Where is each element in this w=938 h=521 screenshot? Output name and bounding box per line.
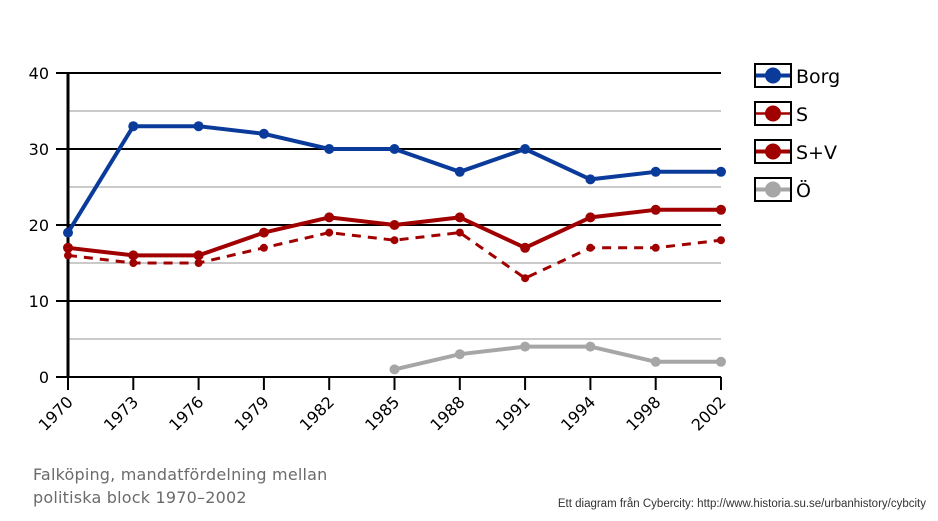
credit-text: Ett diagram från Cybercity: http://www.h… xyxy=(557,498,926,510)
data-point-Borg xyxy=(520,144,531,154)
data-point-Borg xyxy=(63,227,73,238)
data-point-Borg xyxy=(193,121,204,132)
data-point-S+V xyxy=(389,220,400,230)
data-point-Ö xyxy=(716,356,726,367)
data-point-S xyxy=(390,236,399,245)
data-point-S xyxy=(325,228,334,237)
data-point-Borg xyxy=(389,144,400,154)
data-point-S+V xyxy=(585,212,596,223)
data-point-S+V xyxy=(63,242,73,253)
data-point-S+V xyxy=(650,204,661,215)
data-point-S xyxy=(717,236,725,245)
y-tick-label: 20 xyxy=(29,216,49,235)
legend-label-S+V: S+V xyxy=(796,142,837,164)
data-point-Borg xyxy=(454,166,465,177)
data-point-Borg xyxy=(128,121,139,132)
series-line-Ö xyxy=(394,344,721,372)
data-point-S xyxy=(259,243,268,252)
series-line-Borg xyxy=(66,124,721,234)
x-tick-label: 2002 xyxy=(688,392,730,434)
data-point-Borg xyxy=(716,166,726,177)
data-point-S xyxy=(651,243,660,252)
legend-swatch-marker xyxy=(765,143,781,160)
data-point-Ö xyxy=(454,349,465,360)
legend-label-Borg: Borg xyxy=(796,66,840,88)
data-point-Borg xyxy=(585,174,596,185)
caption-line-2: politiska block 1970–2002 xyxy=(33,488,247,507)
data-point-S+V xyxy=(193,250,204,261)
x-tick-label: 1982 xyxy=(296,392,338,434)
y-tick-label: 40 xyxy=(29,64,49,83)
x-tick-label: 1991 xyxy=(492,392,534,434)
x-tick-label: 1994 xyxy=(557,392,599,434)
data-point-S+V xyxy=(324,212,335,223)
data-point-S xyxy=(455,228,464,237)
data-point-Borg xyxy=(650,166,661,177)
data-point-S xyxy=(521,274,530,283)
data-point-Ö xyxy=(650,356,661,367)
data-point-Ö xyxy=(585,341,596,352)
legend-swatch-marker xyxy=(765,181,781,198)
x-tick-label: 1998 xyxy=(622,392,664,434)
data-point-S xyxy=(129,259,138,267)
legend-label-S: S xyxy=(796,104,808,126)
x-tick-label: 1988 xyxy=(426,392,468,434)
y-tick-label: 30 xyxy=(29,140,49,159)
legend-label-Ö: Ö xyxy=(796,179,811,202)
y-tick-label: 0 xyxy=(39,368,49,387)
caption-line-1: Falköping, mandatfördelning mellan xyxy=(33,465,328,484)
legend-swatch-marker xyxy=(765,105,781,122)
data-point-S+V xyxy=(454,212,465,223)
x-tick-label: 1979 xyxy=(231,392,273,434)
x-tick-label: 1973 xyxy=(100,392,142,434)
x-tick-label: 1970 xyxy=(35,392,77,434)
data-point-S xyxy=(586,243,595,252)
data-point-S+V xyxy=(520,242,531,253)
x-tick-label: 1976 xyxy=(165,392,207,434)
data-point-Ö xyxy=(520,341,531,352)
data-point-Borg xyxy=(258,128,269,139)
data-point-Ö xyxy=(389,364,400,375)
data-point-S xyxy=(64,251,72,260)
data-point-S+V xyxy=(128,250,139,261)
y-tick-label: 10 xyxy=(29,292,49,311)
data-point-S+V xyxy=(258,227,269,238)
data-point-S+V xyxy=(716,204,726,215)
data-point-S xyxy=(194,259,203,267)
x-tick-label: 1985 xyxy=(361,392,403,434)
data-point-Borg xyxy=(324,144,335,154)
legend-swatch-marker xyxy=(765,67,781,84)
